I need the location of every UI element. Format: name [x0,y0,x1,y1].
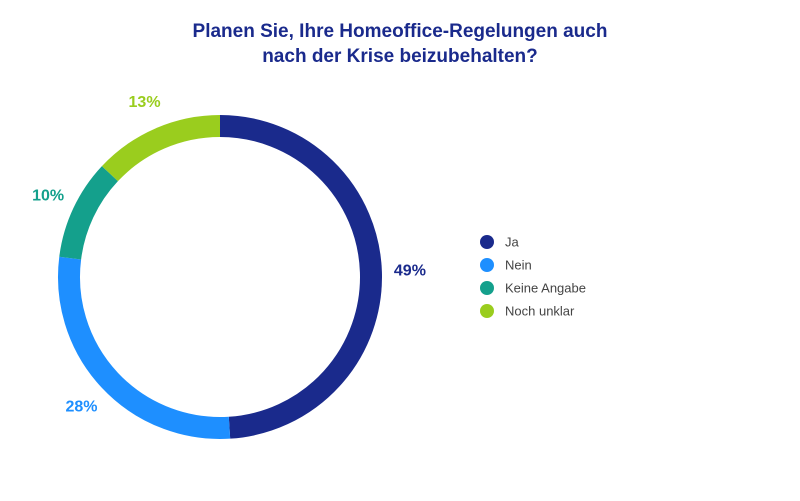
chart-title: nach der Krise beizubehalten? [262,46,538,67]
legend-label: Nein [505,257,532,272]
legend-label: Ja [505,234,520,249]
legend-marker [480,258,494,272]
donut-segment [59,166,119,260]
legend-label: Keine Angabe [505,280,586,295]
legend-marker [480,235,494,249]
value-label: 49% [394,262,426,279]
donut-segment [101,115,221,182]
legend-label: Noch unklar [505,303,575,318]
legend-marker [480,304,494,318]
value-label: 28% [65,398,97,415]
chart-title: Planen Sie, Ihre Homeoffice-Regelungen a… [193,21,608,42]
donut-segment [219,115,382,439]
value-label: 10% [32,187,64,204]
donut-segment [58,256,231,439]
value-label: 13% [129,94,161,111]
legend-marker [480,281,494,295]
